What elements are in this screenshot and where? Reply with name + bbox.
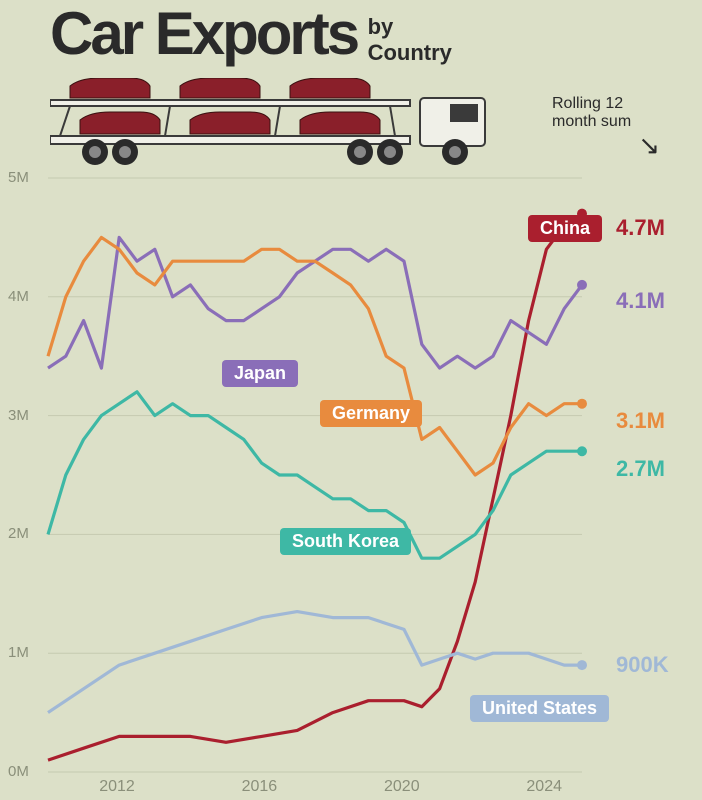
title-main: Car Exports (50, 0, 357, 67)
y-tick-label: 0M (8, 763, 29, 780)
series-label-japan: Japan (222, 360, 298, 387)
series-label-united-states: United States (470, 695, 609, 722)
x-tick-label: 2024 (526, 778, 562, 796)
end-label-south-korea: 2.7M (616, 456, 665, 482)
x-tick-label: 2020 (384, 778, 420, 796)
title-country: Country (368, 40, 452, 66)
series-line-germany (48, 237, 582, 475)
title-by: by (368, 14, 452, 40)
y-tick-label: 3M (8, 407, 29, 424)
end-label-germany: 3.1M (616, 408, 665, 434)
x-tick-label: 2016 (242, 778, 278, 796)
subtitle-text: Rolling 12 month sum (552, 95, 631, 130)
series-line-japan (48, 237, 582, 368)
series-label-germany: Germany (320, 400, 422, 427)
y-tick-label: 4M (8, 288, 29, 305)
truck-illustration (50, 78, 510, 168)
y-tick-label: 1M (8, 644, 29, 661)
y-tick-label: 5M (8, 169, 29, 186)
chart: 0M 1M 2M 3M 4M 5M 2012 2016 2020 2024 China 4.7M Jap… (0, 160, 702, 800)
end-label-japan: 4.1M (616, 288, 665, 314)
end-label-china: 4.7M (616, 215, 665, 241)
end-label-united-states: 900K (616, 652, 669, 678)
x-tick-label: 2012 (99, 778, 135, 796)
series-label-china: China (528, 215, 602, 242)
series-label-south-korea: South Korea (280, 528, 411, 555)
subtitle-arrow: ↘ (638, 130, 660, 161)
subtitle: Rolling 12 month sum (552, 95, 672, 131)
y-tick-label: 2M (8, 525, 29, 542)
